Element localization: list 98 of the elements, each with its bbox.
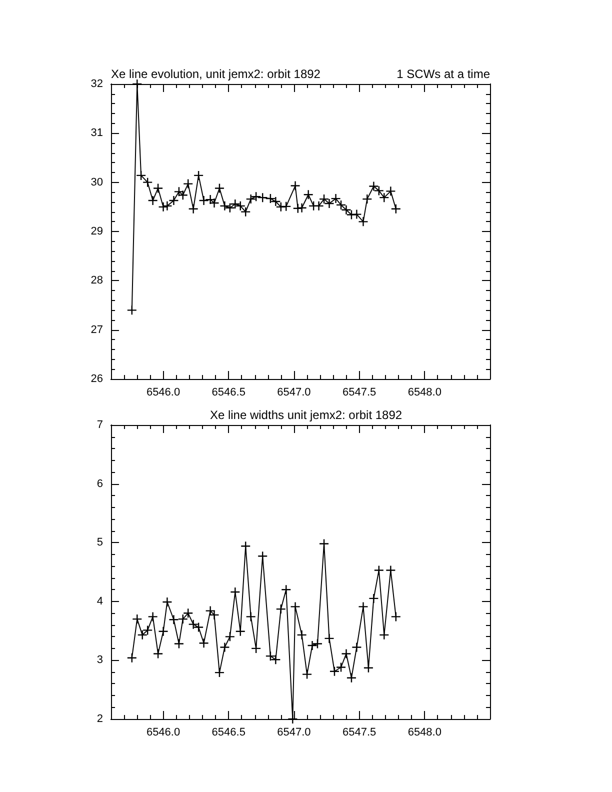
point [132, 614, 142, 624]
x-tick-label: 6547.5 [342, 386, 376, 398]
point [224, 632, 236, 642]
x-tick-label: 6546.5 [212, 726, 246, 738]
point [281, 201, 292, 212]
point [178, 190, 188, 200]
point [302, 669, 312, 680]
x-tick-label: 6546.0 [146, 726, 180, 738]
x-tick-label: 6546.5 [212, 386, 246, 398]
y-tick-label: 28 [90, 274, 103, 287]
point [137, 630, 148, 640]
point [296, 630, 307, 640]
point [386, 186, 396, 196]
point [362, 194, 372, 204]
point [307, 640, 318, 651]
y-tick-label: 27 [90, 324, 103, 336]
point [374, 565, 384, 576]
x-tick-label: 6547.5 [342, 726, 376, 738]
point [183, 178, 194, 189]
point [198, 638, 209, 648]
y-tick-label: 29 [90, 226, 103, 238]
point [240, 541, 251, 552]
point [258, 551, 268, 562]
point [209, 198, 220, 208]
x-tick-label: 6548.0 [408, 386, 442, 398]
point [358, 602, 368, 612]
y-tick-label: 5 [96, 536, 103, 549]
point [220, 642, 230, 652]
x-tick-label: 6546.0 [146, 386, 180, 398]
point [246, 612, 256, 622]
point [152, 648, 164, 659]
point [346, 672, 357, 683]
point [178, 614, 188, 624]
y-tick-label: 31 [90, 127, 103, 140]
y-tick-label: 4 [96, 595, 103, 608]
point [148, 612, 158, 622]
chart-title: Xe line widths unit jemx2: orbit 1892 [210, 408, 402, 422]
point [193, 170, 204, 181]
point [368, 593, 379, 604]
point [158, 626, 168, 636]
y-tick-label: 7 [96, 419, 103, 431]
point [312, 638, 323, 649]
point [246, 194, 256, 204]
point [250, 191, 262, 202]
point [214, 667, 225, 678]
point [158, 202, 168, 212]
point [336, 662, 346, 672]
chart-title: Xe line evolution, unit jemx2: orbit 1892 [111, 67, 321, 81]
point [132, 78, 142, 90]
point [324, 633, 334, 644]
point [168, 614, 179, 625]
point [188, 204, 198, 214]
point [341, 648, 352, 659]
point [288, 714, 298, 724]
y-tick-label: 2 [96, 713, 103, 725]
point [276, 604, 286, 614]
chart-subtitle: 1 SCWs at a time [396, 67, 490, 81]
point [303, 190, 314, 200]
point [250, 643, 262, 654]
point [209, 610, 220, 620]
y-tick-label: 3 [96, 654, 103, 666]
x-tick-label: 6547.0 [277, 386, 311, 398]
point [352, 209, 362, 220]
point [126, 305, 138, 316]
point [281, 584, 292, 595]
point [329, 666, 340, 676]
point [183, 608, 194, 618]
point [214, 183, 225, 194]
point [290, 602, 300, 612]
point [162, 200, 172, 212]
point [168, 195, 179, 206]
x-tick-label: 6547.0 [277, 726, 311, 738]
point [174, 638, 184, 649]
point [390, 612, 402, 622]
point [290, 180, 300, 191]
y-tick-label: 26 [90, 373, 103, 385]
point [314, 200, 324, 212]
point [205, 194, 216, 205]
point [258, 192, 268, 203]
point [230, 586, 240, 598]
point [358, 216, 368, 227]
point [174, 186, 184, 197]
point [148, 195, 158, 206]
point [318, 538, 330, 549]
point [142, 625, 153, 636]
point [162, 596, 172, 608]
point [363, 662, 374, 673]
point [352, 642, 362, 652]
point [292, 203, 303, 214]
y-tick-label: 30 [90, 176, 103, 188]
y-tick-label: 6 [96, 478, 103, 490]
point [152, 183, 164, 194]
point [198, 195, 209, 206]
x-tick-label: 6548.0 [408, 726, 442, 738]
point [296, 202, 307, 213]
y-tick-label: 32 [90, 78, 103, 90]
point [126, 652, 138, 663]
point [390, 204, 402, 214]
